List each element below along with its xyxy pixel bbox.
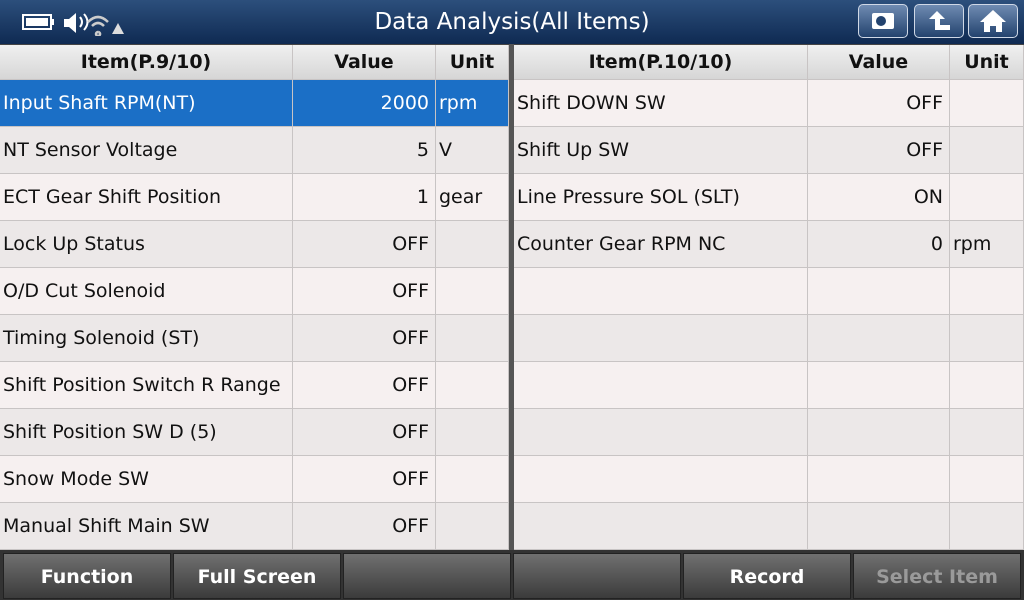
screenshot-button[interactable]: [858, 4, 908, 38]
unit-cell: rpm: [436, 80, 509, 127]
value-cell: OFF: [293, 409, 436, 456]
column-header: Value: [808, 45, 950, 80]
item-cell[interactable]: Counter Gear RPM NC: [514, 221, 808, 268]
unit-cell: [950, 503, 1024, 550]
item-cell[interactable]: Lock Up Status: [0, 221, 293, 268]
value-cell: OFF: [808, 80, 950, 127]
unit-cell: gear: [436, 174, 509, 221]
unit-cell: [436, 362, 509, 409]
unit-cell: [950, 315, 1024, 362]
unit-cell: [950, 268, 1024, 315]
value-cell: OFF: [293, 456, 436, 503]
item-cell[interactable]: Timing Solenoid (ST): [0, 315, 293, 362]
value-cell: [808, 503, 950, 550]
value-cell: OFF: [293, 315, 436, 362]
unit-cell: [436, 503, 509, 550]
home-button[interactable]: [968, 4, 1018, 38]
value-cell: ON: [808, 174, 950, 221]
unit-cell: [436, 268, 509, 315]
column-header: Unit: [950, 45, 1024, 80]
item-cell[interactable]: NT Sensor Voltage: [0, 127, 293, 174]
item-cell[interactable]: O/D Cut Solenoid: [0, 268, 293, 315]
value-cell: OFF: [293, 362, 436, 409]
unit-cell: [436, 221, 509, 268]
column-header: Value: [293, 45, 436, 80]
item-cell[interactable]: ECT Gear Shift Position: [0, 174, 293, 221]
item-cell: [514, 409, 808, 456]
toolbar-button: [513, 553, 681, 599]
status-icons: [22, 13, 124, 36]
column-header: Unit: [436, 45, 509, 80]
item-cell[interactable]: Snow Mode SW: [0, 456, 293, 503]
item-cell: [514, 503, 808, 550]
item-cell[interactable]: Shift Position Switch R Range: [0, 362, 293, 409]
title: Data Analysis(All Items): [374, 9, 650, 35]
column-header: Item(P.9/10): [0, 45, 293, 80]
item-cell[interactable]: Line Pressure SOL (SLT): [514, 174, 808, 221]
toolbar-button: Select Item: [853, 553, 1021, 599]
value-cell: [808, 315, 950, 362]
value-cell: [808, 268, 950, 315]
value-cell: 1: [293, 174, 436, 221]
unit-cell: [950, 409, 1024, 456]
item-cell: [514, 268, 808, 315]
unit-cell: [436, 409, 509, 456]
value-cell: [808, 409, 950, 456]
back-button[interactable]: [914, 4, 964, 38]
value-cell: 5: [293, 127, 436, 174]
toolbar-button: [343, 553, 511, 599]
item-cell: [514, 315, 808, 362]
unit-cell: [436, 315, 509, 362]
value-cell: 2000: [293, 80, 436, 127]
value-cell: OFF: [293, 221, 436, 268]
unit-cell: rpm: [950, 221, 1024, 268]
value-cell: [808, 456, 950, 503]
item-cell[interactable]: Input Shaft RPM(NT): [0, 80, 293, 127]
value-cell: 0: [808, 221, 950, 268]
item-cell[interactable]: Manual Shift Main SW: [0, 503, 293, 550]
toolbar-button[interactable]: Full Screen: [173, 553, 341, 599]
unit-cell: [436, 456, 509, 503]
item-cell[interactable]: Shift Position SW D (5): [0, 409, 293, 456]
column-header: Item(P.10/10): [514, 45, 808, 80]
unit-cell: [950, 127, 1024, 174]
top-bar: [0, 0, 1024, 44]
unit-cell: [950, 456, 1024, 503]
toolbar-button[interactable]: Function: [3, 553, 171, 599]
value-cell: OFF: [293, 268, 436, 315]
item-cell[interactable]: Shift DOWN SW: [514, 80, 808, 127]
unit-cell: [950, 174, 1024, 221]
unit-cell: [950, 362, 1024, 409]
item-cell: [514, 362, 808, 409]
item-cell: [514, 456, 808, 503]
value-cell: OFF: [293, 503, 436, 550]
toolbar-button[interactable]: Record: [683, 553, 851, 599]
unit-cell: [950, 80, 1024, 127]
value-cell: [808, 362, 950, 409]
item-cell[interactable]: Shift Up SW: [514, 127, 808, 174]
value-cell: OFF: [808, 127, 950, 174]
unit-cell: V: [436, 127, 509, 174]
divider: [509, 44, 514, 550]
